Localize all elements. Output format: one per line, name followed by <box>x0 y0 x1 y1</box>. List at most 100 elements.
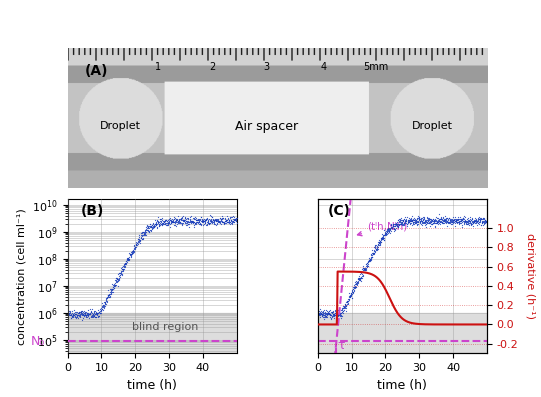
Point <box>383 229 392 235</box>
Point <box>148 222 156 228</box>
Point <box>155 219 163 225</box>
Point <box>316 311 325 318</box>
Point <box>438 219 447 225</box>
Point <box>374 244 382 250</box>
Point <box>377 239 386 245</box>
Point <box>436 221 444 227</box>
Point <box>230 219 239 225</box>
Point <box>194 216 202 223</box>
Point <box>398 219 406 225</box>
Point <box>77 310 85 316</box>
Point <box>204 220 213 226</box>
Point <box>454 217 463 224</box>
Point <box>225 219 233 225</box>
Point <box>149 221 157 227</box>
Point <box>211 216 220 222</box>
Point <box>191 215 200 222</box>
Point <box>212 217 220 223</box>
Point <box>154 214 162 220</box>
Point <box>211 217 220 223</box>
Point <box>461 221 470 227</box>
Point <box>370 248 379 254</box>
Point <box>330 313 339 319</box>
Point <box>396 219 405 225</box>
Point <box>378 235 387 242</box>
Point <box>386 225 394 231</box>
Point <box>177 217 186 224</box>
Point <box>338 308 346 315</box>
Point <box>314 311 323 317</box>
Point <box>179 218 188 224</box>
Point <box>144 223 153 229</box>
Point <box>332 312 340 318</box>
Point <box>483 218 491 225</box>
Point <box>334 312 343 318</box>
Point <box>71 314 80 320</box>
Point <box>459 218 468 224</box>
Point <box>193 219 201 225</box>
Point <box>360 265 368 272</box>
Point <box>401 214 410 221</box>
Point <box>392 221 401 227</box>
Point <box>78 311 87 317</box>
Point <box>416 218 425 224</box>
Point <box>142 229 150 235</box>
Point <box>340 305 349 311</box>
Point <box>193 218 201 225</box>
Point <box>221 216 229 222</box>
Point <box>121 264 129 270</box>
Point <box>384 226 392 233</box>
Point <box>349 285 358 291</box>
Point <box>226 214 234 220</box>
Point <box>326 314 334 320</box>
Point <box>338 309 347 316</box>
Point <box>94 307 102 313</box>
Point <box>372 246 381 252</box>
Point <box>474 217 483 223</box>
Point <box>136 237 144 243</box>
Point <box>466 216 474 222</box>
Point <box>82 310 91 316</box>
Point <box>428 217 437 223</box>
Point <box>327 312 335 318</box>
Point <box>96 310 104 316</box>
Point <box>424 218 433 225</box>
Point <box>472 217 480 224</box>
Point <box>209 216 217 223</box>
Point <box>114 274 123 281</box>
Point <box>350 283 359 290</box>
Point <box>217 219 226 225</box>
Point <box>382 229 391 235</box>
Point <box>420 218 429 224</box>
Point <box>362 262 371 268</box>
Point <box>77 310 86 316</box>
Point <box>85 311 94 317</box>
Point <box>406 218 414 224</box>
Point <box>438 219 446 225</box>
Point <box>388 224 397 231</box>
Point <box>421 219 430 225</box>
Point <box>188 219 197 225</box>
Point <box>336 310 345 316</box>
Point <box>377 235 385 241</box>
Point <box>68 311 77 318</box>
Point <box>404 218 412 224</box>
Point <box>220 218 229 224</box>
Point <box>106 290 115 297</box>
Point <box>220 221 228 227</box>
Point <box>107 290 115 297</box>
Point <box>208 218 216 224</box>
Point <box>457 216 465 222</box>
Point <box>217 217 226 224</box>
Point <box>126 251 134 257</box>
Point <box>407 213 416 219</box>
Point <box>174 218 182 224</box>
Point <box>346 294 354 300</box>
Point <box>77 308 86 314</box>
Point <box>167 218 176 225</box>
Point <box>345 293 354 300</box>
Point <box>227 221 236 227</box>
Point <box>96 305 104 312</box>
Point <box>164 218 173 224</box>
Point <box>160 220 169 226</box>
